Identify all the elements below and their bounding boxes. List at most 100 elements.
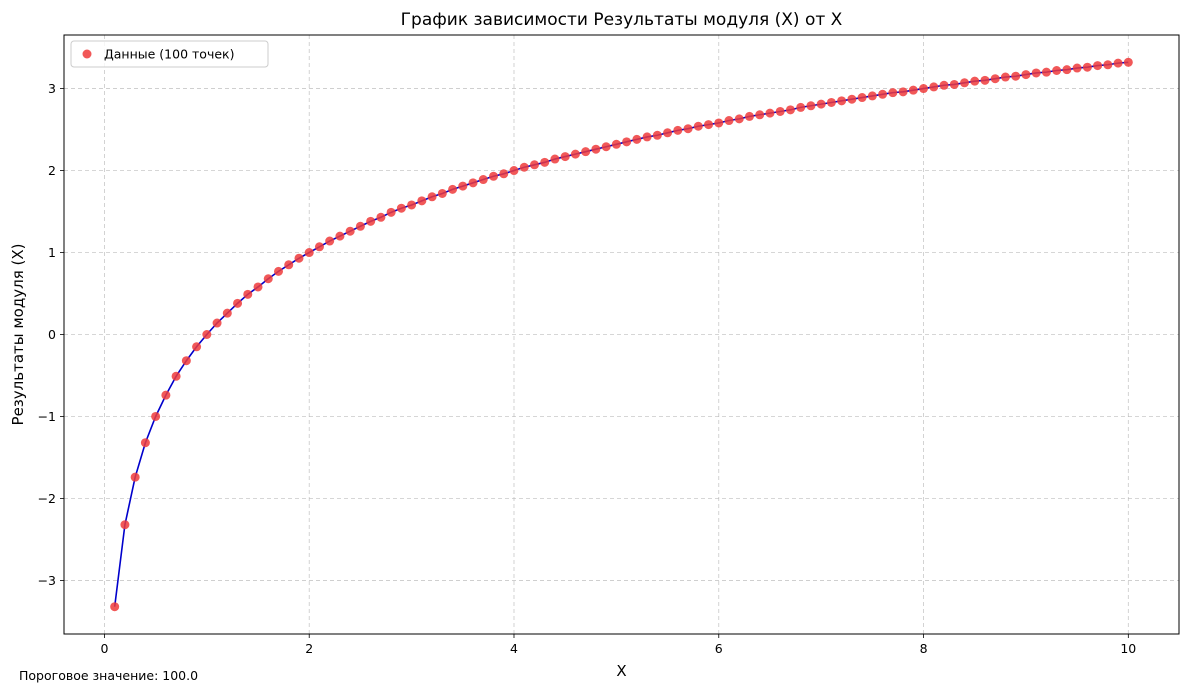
data-point	[888, 88, 898, 98]
data-point	[1041, 67, 1051, 77]
data-point	[560, 152, 570, 162]
data-point	[233, 298, 243, 308]
data-point	[847, 94, 857, 104]
data-point	[386, 207, 396, 217]
data-point	[1011, 71, 1021, 81]
data-point	[499, 169, 509, 179]
data-point	[806, 101, 816, 111]
data-point	[448, 184, 458, 194]
data-point	[1093, 61, 1103, 71]
x-tick-label: 10	[1120, 641, 1136, 656]
data-point	[181, 356, 191, 366]
data-point	[253, 282, 263, 292]
data-point	[857, 93, 867, 103]
data-point	[1103, 60, 1113, 70]
data-point	[663, 128, 673, 138]
data-point	[222, 308, 232, 318]
grid	[64, 35, 1179, 634]
data-point	[775, 106, 785, 116]
data-point	[1113, 58, 1123, 68]
data-point	[704, 120, 714, 130]
data-point	[1072, 63, 1082, 73]
data-point	[1082, 62, 1092, 72]
data-point	[581, 147, 591, 157]
data-point	[550, 154, 560, 164]
data-point	[755, 110, 765, 120]
data-point	[540, 157, 550, 167]
data-point	[376, 212, 386, 222]
data-point	[263, 274, 273, 284]
data-point	[878, 89, 888, 99]
data-point	[673, 125, 683, 135]
y-axis-label: Результаты модуля (X)	[9, 244, 27, 426]
data-point	[171, 371, 181, 381]
data-point	[898, 87, 908, 97]
data-point	[734, 114, 744, 124]
data-point	[519, 162, 529, 172]
data-point	[509, 166, 519, 176]
data-point	[304, 248, 314, 258]
line-series	[113, 61, 1129, 607]
data-point	[407, 200, 417, 210]
y-tick-label: −1	[38, 409, 56, 424]
data-point	[908, 85, 918, 95]
data-point	[458, 181, 468, 191]
data-point	[939, 80, 949, 90]
data-point	[151, 411, 161, 421]
data-point	[202, 330, 212, 339]
y-tick-label: 2	[48, 163, 56, 178]
data-point	[796, 102, 806, 112]
axis-ticks: 0 2 4 6 8 10 −3 −2 −1 0 1 2 3	[38, 81, 1137, 656]
data-point	[980, 75, 990, 85]
data-point	[970, 76, 980, 86]
data-point	[284, 260, 294, 270]
data-point	[591, 144, 601, 154]
data-point	[1031, 68, 1041, 78]
data-point	[355, 221, 365, 231]
data-point	[683, 124, 693, 134]
data-point	[929, 82, 939, 92]
data-point	[274, 266, 283, 276]
data-point	[570, 149, 580, 159]
y-tick-label: −3	[38, 573, 56, 588]
fit-line	[113, 61, 1129, 607]
data-point	[314, 242, 324, 252]
x-tick-label: 8	[920, 641, 928, 656]
data-point	[529, 160, 539, 170]
data-point	[785, 105, 795, 115]
legend-entry: Данные (100 точек)	[104, 47, 234, 62]
data-point	[744, 111, 754, 121]
x-tick-label: 0	[100, 641, 108, 656]
data-point	[468, 178, 478, 188]
data-point	[990, 74, 1000, 84]
data-point	[816, 99, 826, 109]
data-point	[489, 171, 499, 181]
data-point	[642, 132, 652, 142]
legend-marker	[82, 49, 92, 59]
data-point	[192, 342, 202, 352]
data-point	[1052, 66, 1062, 75]
data-point	[652, 130, 662, 140]
data-point	[724, 116, 734, 126]
data-point	[1062, 65, 1072, 75]
data-point	[826, 97, 836, 107]
y-tick-label: −2	[38, 491, 56, 506]
data-point	[325, 236, 335, 246]
threshold-note: Пороговое значение: 100.0	[19, 668, 199, 683]
data-point	[130, 472, 140, 482]
data-point	[919, 84, 929, 94]
data-point	[949, 79, 959, 89]
data-point	[601, 142, 611, 152]
data-point	[140, 438, 150, 448]
y-tick-label: 1	[48, 245, 56, 260]
data-point	[622, 137, 632, 147]
data-point	[632, 134, 642, 144]
data-point	[294, 253, 304, 263]
data-point	[1123, 57, 1133, 67]
data-point	[243, 289, 253, 299]
data-point	[960, 78, 969, 88]
legend-box	[70, 40, 269, 68]
x-tick-label: 2	[305, 641, 313, 656]
data-point	[437, 188, 447, 198]
